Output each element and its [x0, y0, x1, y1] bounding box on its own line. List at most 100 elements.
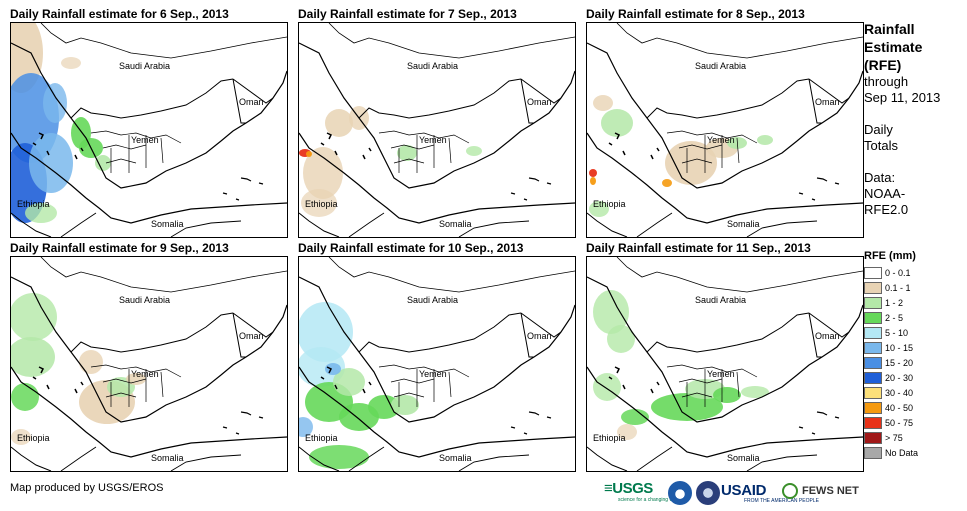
- label-somalia: Somalia: [151, 219, 184, 229]
- rainfall-area: [299, 302, 353, 362]
- panel-title: Daily Rainfall estimate for 10 Sep., 201…: [298, 241, 524, 255]
- country-borders: [11, 23, 287, 237]
- usgs-logo: ≡USGS: [604, 480, 653, 497]
- country-borders: [11, 257, 287, 471]
- rainfall-area: [757, 135, 773, 145]
- rfe-legend: RFE (mm) 0 - 0.1 0.1 - 1 1 - 2 2 - 5 5 - 10 1…: [864, 250, 964, 460]
- description-through: through: [864, 74, 909, 89]
- label-yemen: Yemen: [707, 369, 735, 379]
- rainfall-area: [303, 147, 343, 199]
- legend-item: 30 - 40: [864, 385, 964, 400]
- rainfall-area: [601, 109, 633, 137]
- legend-item: 5 - 10: [864, 325, 964, 340]
- label-saudi-arabia: Saudi Arabia: [695, 295, 747, 305]
- map-canvas: [299, 23, 575, 237]
- legend-label: 20 - 30: [885, 372, 914, 383]
- rainfall-area: [43, 83, 67, 123]
- legend-item: 40 - 50: [864, 400, 964, 415]
- rainfall-area: [301, 189, 337, 217]
- legend-title: RFE (mm): [864, 250, 916, 262]
- label-yemen: Yemen: [707, 135, 735, 145]
- rainfall-area: [325, 109, 353, 137]
- map-canvas: [11, 257, 287, 471]
- legend-swatch: [864, 311, 882, 324]
- description-title-1: Rainfall: [864, 21, 915, 37]
- label-yemen: Yemen: [131, 135, 159, 145]
- rainfall-area: [617, 424, 637, 440]
- label-ethiopia: Ethiopia: [17, 433, 50, 443]
- rainfall-map: Saudi Arabia Oman Yemen Ethiopia Somalia: [10, 256, 288, 472]
- map-description: Rainfall Estimate (RFE) through Sep 11, …: [864, 20, 964, 218]
- rainfall-area: [79, 350, 103, 374]
- data-source-2: RFE2.0: [864, 202, 909, 217]
- legend-swatch: [864, 266, 882, 279]
- rainfall-area: [665, 141, 717, 185]
- rainfall-area: [593, 290, 629, 334]
- country-borders: [587, 257, 863, 471]
- panel-title: Daily Rainfall estimate for 8 Sep., 2013: [586, 7, 805, 21]
- label-ethiopia: Ethiopia: [305, 433, 338, 443]
- label-yemen: Yemen: [419, 135, 447, 145]
- label-oman: Oman: [815, 97, 840, 107]
- panel-title: Daily Rainfall estimate for 11 Sep., 201…: [586, 241, 811, 255]
- rainfall-area: [11, 429, 31, 445]
- legend-item: 0.1 - 1: [864, 280, 964, 295]
- rainfall-map: Saudi Arabia Oman Yemen Ethiopia Somalia: [586, 22, 864, 238]
- legend-label: 5 - 10: [885, 327, 909, 338]
- legend-items: 0 - 0.1 0.1 - 1 1 - 2 2 - 5 5 - 10 10 - 15 15 …: [864, 265, 964, 460]
- label-ethiopia: Ethiopia: [593, 433, 626, 443]
- legend-swatch: [864, 386, 882, 399]
- rainfall-area: [11, 337, 55, 377]
- commerce-seal-icon: [696, 481, 720, 505]
- label-saudi-arabia: Saudi Arabia: [119, 295, 171, 305]
- description-title-3: (RFE): [864, 57, 902, 73]
- legend-label: 40 - 50: [885, 402, 914, 413]
- legend-label: 10 - 15: [885, 342, 914, 353]
- rainfall-area: [325, 363, 341, 375]
- legend-label: 2 - 5: [885, 312, 904, 323]
- label-oman: Oman: [527, 331, 552, 341]
- usgs-tagline: science for a changing world: [618, 497, 682, 503]
- label-somalia: Somalia: [439, 219, 472, 229]
- rainfall-map: Saudi Arabia Oman Yemen Ethiopia Somalia: [10, 22, 288, 238]
- map-panel-9-sep: Daily Rainfall estimate for 9 Sep., 2013…: [10, 240, 288, 472]
- label-saudi-arabia: Saudi Arabia: [695, 61, 747, 71]
- rainfall-area: [741, 386, 769, 398]
- rainfall-area: [299, 417, 313, 437]
- map-canvas: [587, 23, 863, 237]
- noaa-logo-icon: [668, 481, 692, 505]
- rainfall-area: [95, 155, 111, 171]
- panel-title: Daily Rainfall estimate for 6 Sep., 2013: [10, 7, 229, 21]
- rainfall-area: [25, 203, 57, 223]
- rainfall-area: [126, 373, 146, 385]
- map-canvas: [299, 257, 575, 471]
- legend-swatch: [864, 281, 882, 294]
- agency-logos: ≡USGS science for a changing world USAID…: [604, 478, 864, 506]
- rainfall-area: [29, 133, 73, 193]
- label-ethiopia: Ethiopia: [17, 199, 50, 209]
- label-somalia: Somalia: [727, 219, 760, 229]
- rainfall-area: [391, 395, 419, 415]
- rainfall-area: [607, 325, 635, 353]
- legend-item: 50 - 75: [864, 415, 964, 430]
- map-panel-6-sep: Daily Rainfall estimate for 6 Sep., 2013…: [10, 6, 288, 238]
- country-borders: [587, 23, 863, 237]
- legend-item: 20 - 30: [864, 370, 964, 385]
- rainfall-area: [589, 169, 597, 177]
- label-oman: Oman: [815, 331, 840, 341]
- label-oman: Oman: [239, 331, 264, 341]
- fews-net-logo: FEWS NET: [802, 485, 859, 497]
- legend-item: 15 - 20: [864, 355, 964, 370]
- usaid-tagline: FROM THE AMERICAN PEOPLE: [744, 498, 819, 504]
- legend-label: 0.1 - 1: [885, 282, 911, 293]
- legend-label: > 75: [885, 432, 903, 443]
- label-yemen: Yemen: [131, 369, 159, 379]
- legend-item: > 75: [864, 430, 964, 445]
- legend-item: No Data: [864, 445, 964, 460]
- description-daily: Daily: [864, 122, 893, 137]
- rainfall-map: Saudi Arabia Oman Yemen Ethiopia Somalia: [298, 22, 576, 238]
- map-canvas: [11, 23, 287, 237]
- map-canvas: [587, 257, 863, 471]
- description-totals: Totals: [864, 138, 898, 153]
- fews-net-icon: [782, 483, 798, 499]
